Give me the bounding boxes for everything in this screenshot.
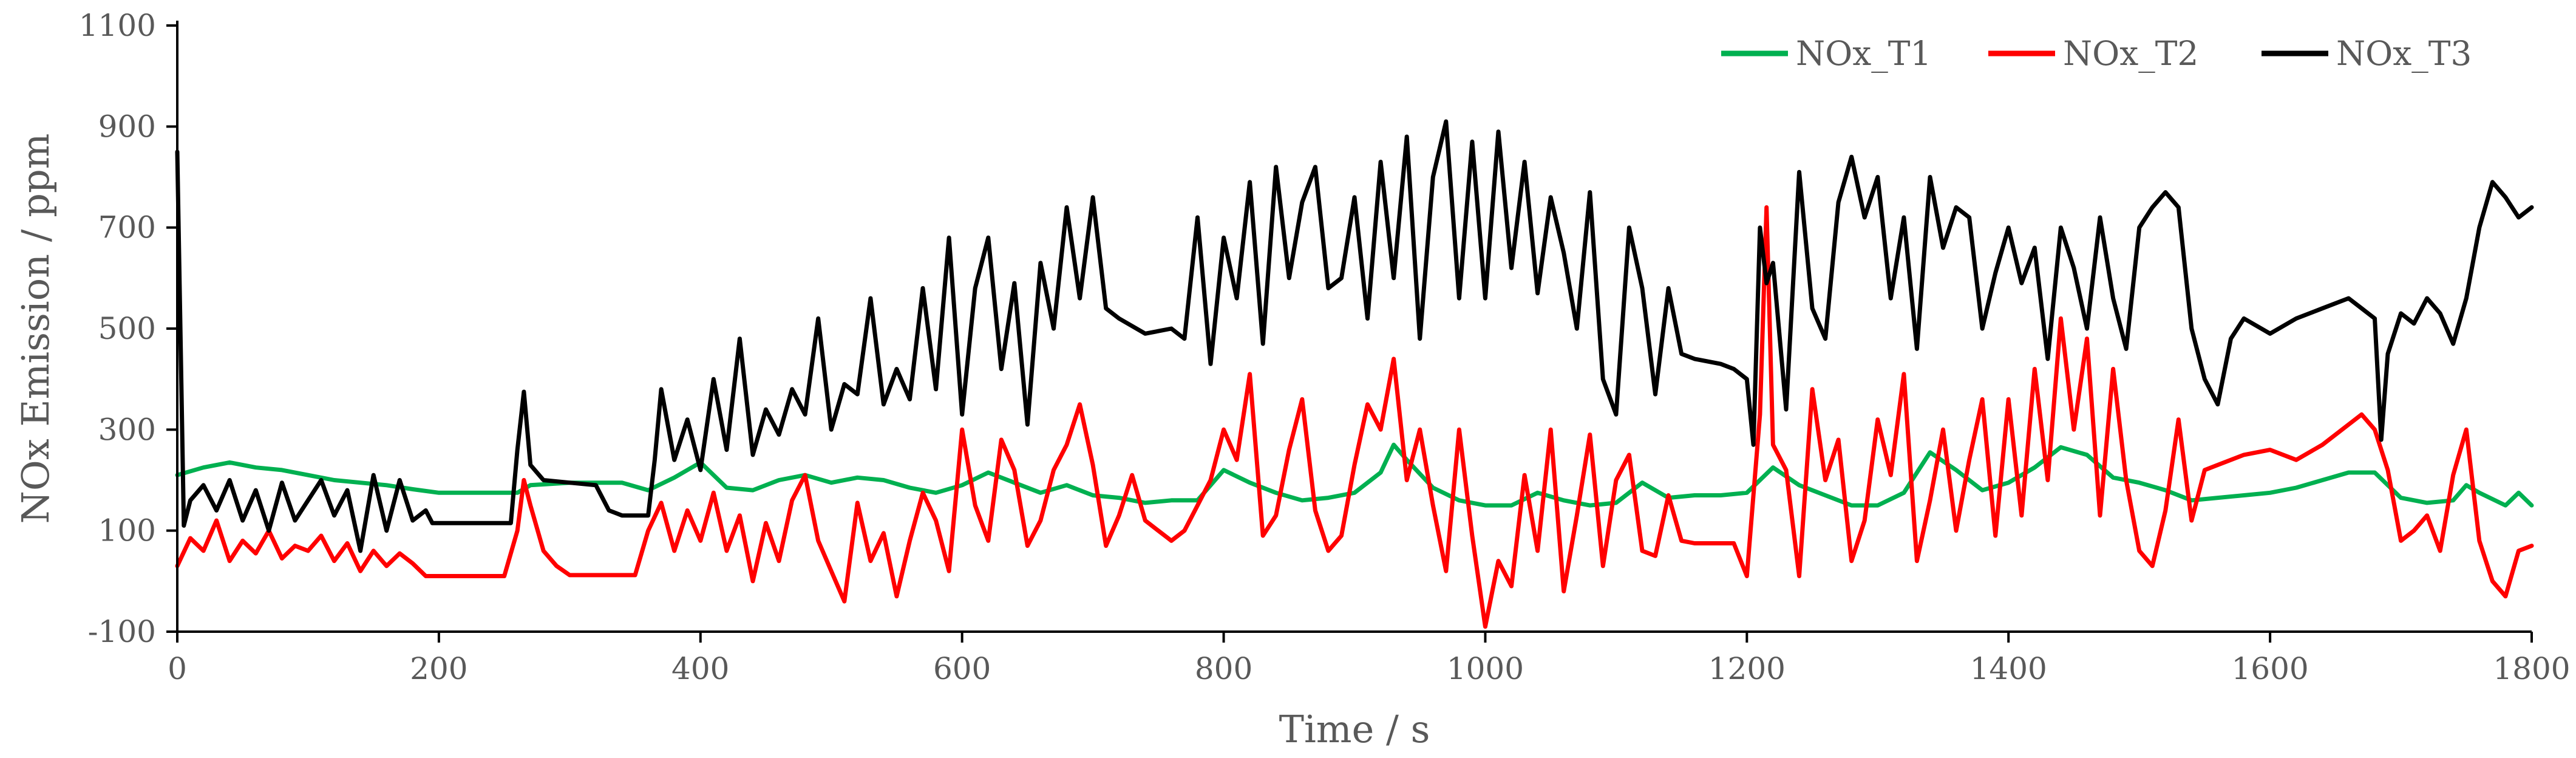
legend-label-nox-t2: NOx_T2: [2063, 34, 2198, 73]
x-tick-label: 200: [410, 651, 467, 686]
y-tick-label: 1100: [79, 8, 156, 43]
x-tick-label: 0: [168, 651, 187, 686]
y-tick-label: 900: [98, 109, 156, 144]
y-tick-label: 300: [98, 412, 156, 447]
x-tick-label: 1600: [2231, 651, 2308, 686]
x-tick-label: 1200: [1708, 651, 1786, 686]
x-axis-title: Time / s: [1279, 707, 1430, 751]
x-tick-label: 1800: [2493, 651, 2570, 686]
y-tick-label: 100: [98, 513, 156, 548]
series-line-nox-t2: [175, 205, 2534, 629]
y-tick-label: 700: [98, 210, 156, 245]
plot-lines: [175, 119, 2534, 629]
y-tick-label: -100: [88, 614, 156, 649]
legend-label-nox-t3: NOx_T3: [2336, 34, 2472, 73]
y-axis-title: NOx Emission / ppm: [13, 134, 58, 524]
series-line-nox-t3: [175, 119, 2534, 553]
x-tick-label: 800: [1195, 651, 1252, 686]
x-tick-label: 1000: [1447, 651, 1524, 686]
legend: NOx_T1 NOx_T2 NOx_T3: [1721, 34, 2472, 73]
x-tick-label: 400: [671, 651, 729, 686]
x-tick-label: 1400: [1970, 651, 2047, 686]
legend-label-nox-t1: NOx_T1: [1796, 34, 1931, 73]
ticks: -100 100 300 500 700 900 1100 0 200 400 600 800 1000…: [79, 8, 2571, 686]
x-tick-label: 600: [933, 651, 991, 686]
series-line-nox-t1: [175, 442, 2534, 508]
y-tick-label: 500: [98, 311, 156, 346]
